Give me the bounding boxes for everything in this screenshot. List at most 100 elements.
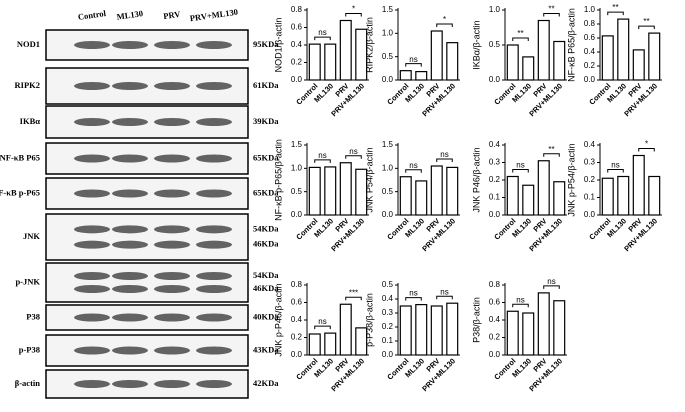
band <box>74 154 110 163</box>
bar <box>415 304 428 356</box>
y-tick-label: 1.0 <box>382 28 394 37</box>
y-axis-label: NF-κB P65/β-actin <box>566 8 576 82</box>
sig-bracket <box>345 155 362 159</box>
y-tick-label: 0.4 <box>489 140 501 149</box>
band <box>196 313 232 322</box>
sig-label: ** <box>517 29 523 38</box>
sig-bracket <box>512 303 529 308</box>
sig-bracket <box>638 25 655 30</box>
y-tick-label: 0.8 <box>489 280 501 289</box>
band <box>74 118 110 126</box>
sig-bracket <box>345 296 362 301</box>
band <box>112 240 148 249</box>
y-axis-label: RIPK2/β-actin <box>364 17 374 73</box>
protein-label: β-actin <box>15 378 41 388</box>
sig-label: ns <box>440 150 448 159</box>
lane-label: PRV <box>163 9 182 21</box>
bar <box>324 43 337 81</box>
bar <box>415 180 428 216</box>
y-tick-label: 0.5 <box>382 187 394 196</box>
band <box>74 272 110 280</box>
bar <box>601 177 614 216</box>
y-axis-label: JNK p-P46/β-actin <box>273 283 283 356</box>
band <box>112 272 148 280</box>
bar <box>399 305 412 356</box>
sig-label: * <box>645 140 648 149</box>
y-axis-label: P38/β-actin <box>471 297 481 343</box>
y-tick-label: 0.3 <box>584 158 596 167</box>
protein-label: p-JNK <box>15 276 40 286</box>
y-tick-label: 0.1 <box>489 193 501 202</box>
band <box>154 285 190 293</box>
y-tick-label: 0.5 <box>291 187 303 196</box>
bar <box>430 30 443 81</box>
band <box>74 380 110 388</box>
y-tick-label: 0.8 <box>291 5 303 14</box>
band <box>74 313 110 322</box>
band <box>196 272 232 280</box>
size-label: 46KDa <box>253 283 279 293</box>
y-tick-label: 0.0 <box>382 210 394 219</box>
bar <box>446 166 459 216</box>
band <box>196 154 232 163</box>
band <box>74 346 110 355</box>
sig-label: ns <box>349 147 357 156</box>
band <box>154 118 190 126</box>
y-tick-label: 0.3 <box>489 158 501 167</box>
y-tick-label: 0.0 <box>489 210 501 219</box>
band <box>196 41 232 49</box>
y-tick-label: 0.4 <box>291 40 303 49</box>
size-label: 65KDa <box>253 152 279 162</box>
y-tick-label: 0.2 <box>584 61 596 70</box>
band <box>112 189 148 198</box>
size-label: 46KDa <box>253 239 279 249</box>
y-tick-label: 0.0 <box>291 210 303 219</box>
sig-label: * <box>352 5 355 14</box>
band <box>154 272 190 280</box>
sig-label: ** <box>548 145 554 154</box>
size-label: 39KDa <box>253 116 279 126</box>
band <box>112 118 148 126</box>
y-axis-label: JNK P54/β-actin <box>364 147 374 212</box>
bar <box>339 162 352 216</box>
y-tick-label: 0.6 <box>489 298 501 307</box>
protein-label: NF-κB P65 <box>0 152 40 162</box>
y-tick-label: 0.4 <box>291 315 303 324</box>
bar <box>355 28 368 81</box>
y-tick-label: 0.8 <box>291 280 303 289</box>
sig-label: ns <box>318 317 326 326</box>
bar <box>506 44 519 81</box>
sig-bracket <box>436 295 453 300</box>
bar <box>553 40 566 81</box>
y-tick-label: 0.2 <box>291 58 303 67</box>
bar <box>617 18 630 81</box>
sig-bracket <box>607 169 624 173</box>
y-tick-label: 0.2 <box>291 333 303 342</box>
bar <box>506 175 519 216</box>
protein-label: RIPK2 <box>15 80 41 90</box>
size-label: 95KDa <box>253 39 279 49</box>
band <box>112 41 148 49</box>
bar <box>399 176 412 216</box>
sig-label: ns <box>409 55 417 64</box>
bar <box>553 300 566 356</box>
bar <box>506 310 519 356</box>
band <box>154 82 190 90</box>
y-tick-label: 1.5 <box>382 5 394 14</box>
band <box>112 346 148 355</box>
sig-bracket <box>405 63 422 67</box>
band <box>74 41 110 49</box>
size-label: 61KDa <box>253 80 279 90</box>
y-tick-label: 1.0 <box>291 163 303 172</box>
y-tick-label: 0.2 <box>489 333 501 342</box>
bar <box>339 303 352 356</box>
y-tick-label: 1.5 <box>291 140 303 149</box>
band <box>154 240 190 249</box>
band <box>154 313 190 322</box>
protein-label: P38 <box>26 311 40 321</box>
sig-bracket <box>543 13 560 17</box>
sig-label: ** <box>548 5 554 14</box>
bar <box>537 19 550 81</box>
sig-label: ns <box>547 277 555 286</box>
sig-label: ns <box>611 161 619 170</box>
